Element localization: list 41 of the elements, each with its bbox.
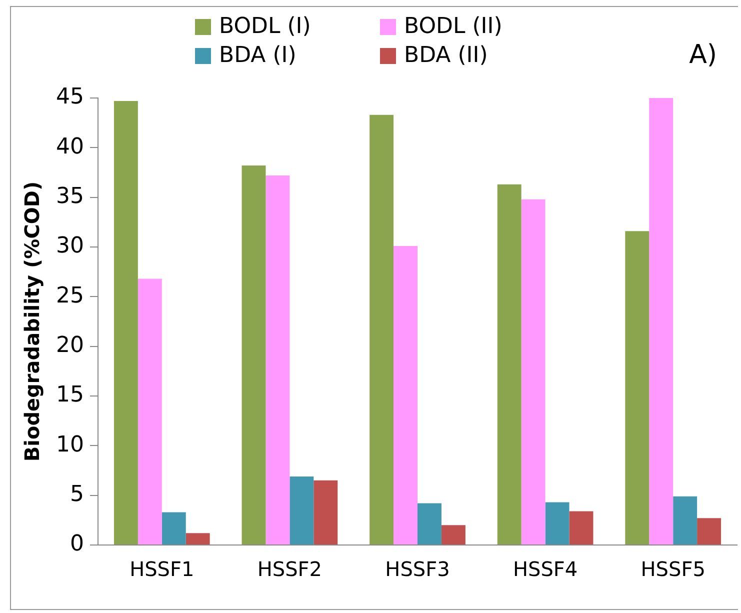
bar bbox=[242, 166, 266, 544]
bar bbox=[697, 518, 722, 544]
bar bbox=[649, 98, 674, 544]
text: A) bbox=[689, 40, 717, 70]
bar bbox=[370, 114, 394, 544]
y-axis-title: Biodegradability (%COD) bbox=[20, 181, 44, 462]
bar bbox=[138, 278, 162, 544]
bar bbox=[569, 511, 594, 544]
y-tick-label: 15 bbox=[56, 382, 84, 408]
bar bbox=[545, 502, 570, 544]
bar bbox=[625, 231, 650, 544]
bar bbox=[162, 512, 186, 544]
y-tick-label: 40 bbox=[56, 134, 84, 160]
bar bbox=[114, 100, 138, 544]
x-tick-label: HSSF3 bbox=[385, 557, 450, 582]
bar bbox=[521, 199, 546, 544]
bar bbox=[290, 476, 314, 544]
bar bbox=[497, 184, 522, 544]
legend-label: BODL (I) bbox=[219, 14, 311, 39]
y-tick-label: 25 bbox=[56, 283, 84, 308]
legend-label: BDA (I) bbox=[219, 43, 296, 68]
x-tick-label: HSSF4 bbox=[512, 557, 578, 582]
y-tick-label: 35 bbox=[56, 184, 84, 210]
bar bbox=[417, 503, 442, 544]
y-tick-label: 20 bbox=[56, 333, 84, 358]
bar bbox=[186, 533, 210, 544]
bar bbox=[394, 246, 418, 544]
x-tick-label: HSSF2 bbox=[257, 557, 322, 582]
x-tick-label: HSSF5 bbox=[640, 557, 706, 582]
legend-label: BDA (II) bbox=[404, 43, 488, 68]
y-tick-label: 5 bbox=[70, 482, 84, 508]
y-tick-label: 30 bbox=[56, 234, 84, 259]
bar bbox=[266, 175, 290, 544]
x-tick-label: HSSF1 bbox=[130, 557, 194, 582]
y-tick-label: 10 bbox=[56, 432, 84, 458]
y-tick-label: 45 bbox=[56, 84, 84, 110]
y-tick-label: 0 bbox=[70, 532, 84, 557]
bar bbox=[441, 525, 466, 544]
bar bbox=[314, 480, 338, 544]
bar bbox=[673, 496, 698, 544]
legend-label: BODL (II) bbox=[404, 14, 502, 39]
